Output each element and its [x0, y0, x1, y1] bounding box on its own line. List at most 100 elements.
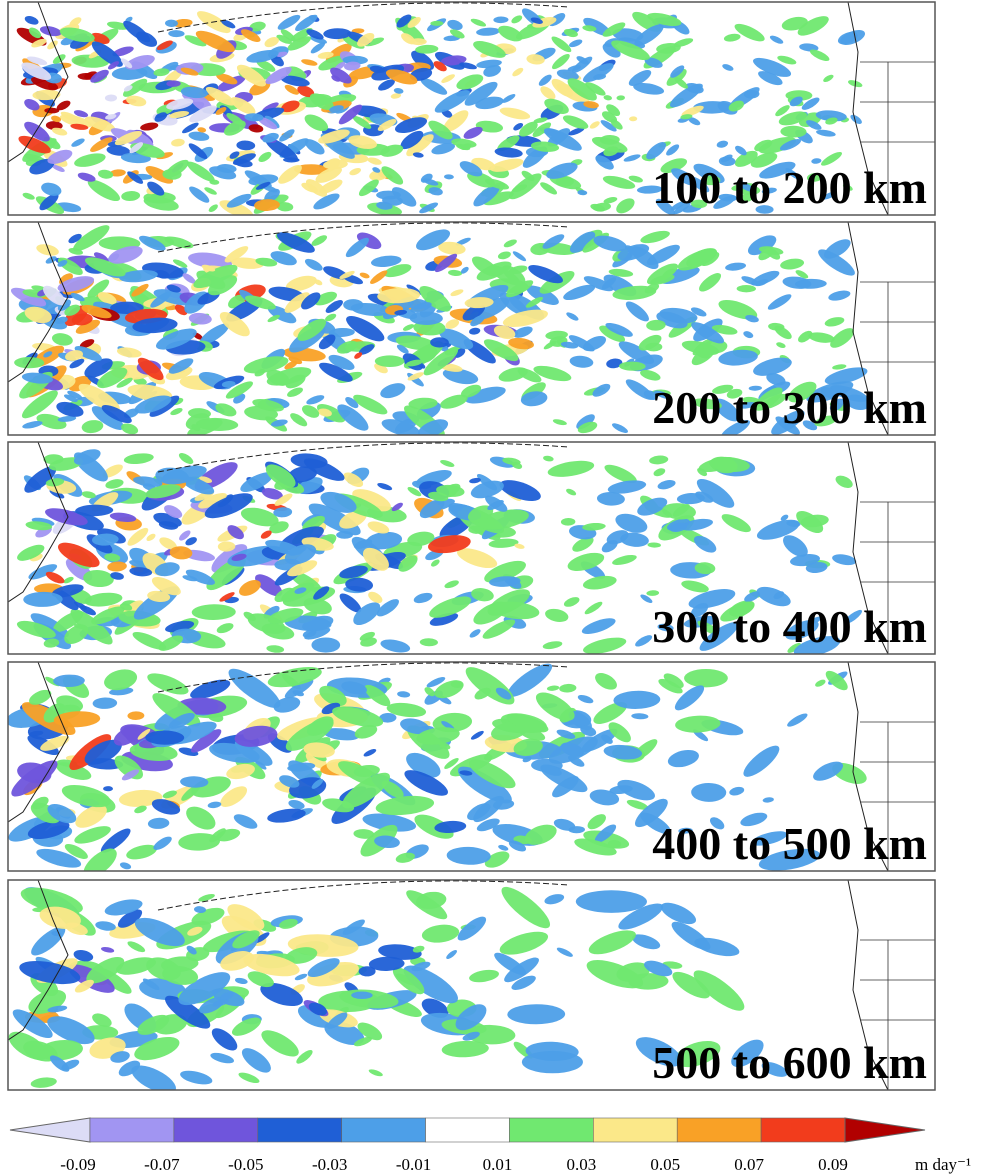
field-blob — [24, 121, 50, 142]
field-blob — [444, 174, 454, 180]
field-blob — [499, 107, 531, 120]
field-blob — [469, 969, 500, 983]
field-blob — [207, 711, 224, 722]
field-blob — [39, 26, 62, 37]
field-blob — [339, 510, 367, 529]
field-blob — [731, 1039, 764, 1068]
field-blob — [494, 147, 523, 158]
field-blob — [304, 114, 329, 132]
field-blob — [51, 164, 65, 173]
field-blob — [257, 116, 278, 130]
field-blob — [225, 381, 253, 399]
field-blob — [226, 113, 244, 126]
field-blob — [339, 593, 362, 613]
field-blob — [63, 394, 78, 402]
field-blob — [297, 318, 327, 341]
field-blob — [617, 779, 655, 801]
field-blob — [401, 33, 416, 45]
field-blob — [633, 82, 665, 95]
field-blob — [811, 158, 822, 164]
field-blob — [445, 319, 460, 329]
field-blob — [73, 449, 101, 465]
field-blob — [376, 201, 393, 210]
field-blob — [90, 137, 113, 152]
field-blob — [718, 193, 738, 202]
field-blob — [147, 817, 170, 829]
field-blob — [465, 386, 506, 404]
field-blob — [24, 306, 52, 324]
field-blob — [716, 140, 729, 148]
field-blob — [318, 55, 346, 71]
field-blob — [84, 739, 122, 765]
field-blob — [469, 629, 481, 638]
field-blob — [696, 478, 735, 508]
field-blob — [129, 142, 144, 154]
field-blob — [190, 729, 222, 753]
field-blob — [39, 193, 59, 211]
field-blob — [121, 769, 140, 781]
field-blob — [380, 144, 404, 157]
field-blob — [60, 111, 80, 122]
field-blob — [345, 237, 369, 258]
field-blob — [53, 610, 84, 633]
field-blob — [476, 59, 502, 69]
field-blob — [204, 187, 217, 195]
field-blob — [381, 166, 404, 185]
field-blob — [188, 131, 210, 141]
field-blob — [691, 322, 725, 344]
field-blob — [660, 158, 688, 173]
field-blob — [546, 685, 560, 691]
field-blob — [23, 1040, 58, 1062]
field-blob — [255, 181, 271, 190]
field-blob — [544, 894, 565, 905]
field-blob — [498, 844, 509, 851]
field-blob — [417, 419, 449, 435]
field-blob — [821, 151, 843, 166]
field-blob — [551, 36, 572, 53]
field-blob — [81, 491, 96, 499]
field-blob — [729, 786, 745, 796]
field-blob — [106, 145, 131, 156]
field-blob — [402, 324, 415, 331]
field-blob — [825, 670, 848, 691]
field-blob — [391, 502, 403, 512]
field-blob — [155, 328, 197, 350]
field-blob — [776, 342, 786, 348]
field-blob — [231, 257, 264, 269]
field-blob — [364, 37, 384, 47]
field-blob — [319, 179, 343, 194]
field-blob — [626, 799, 649, 810]
field-blob — [694, 562, 716, 575]
field-blob — [254, 932, 270, 944]
field-blob — [86, 957, 125, 984]
field-blob — [577, 695, 594, 704]
field-blob — [533, 117, 548, 124]
field-blob — [262, 132, 279, 143]
field-blob — [153, 836, 172, 850]
field-blob — [455, 1004, 487, 1031]
field-blob — [68, 233, 82, 244]
field-blob — [815, 110, 847, 122]
field-blob — [530, 141, 560, 152]
field-blob — [43, 351, 53, 358]
field-blob — [276, 232, 315, 253]
field-blob — [711, 324, 738, 335]
field-blob — [400, 130, 424, 150]
field-blob — [535, 692, 575, 721]
colorbar-segment — [593, 1117, 678, 1143]
field-blob — [386, 702, 427, 718]
field-blob — [336, 531, 353, 539]
field-blob — [412, 152, 424, 158]
field-blob — [161, 465, 207, 485]
field-blob — [533, 365, 572, 382]
field-blob — [476, 818, 500, 832]
field-blob — [734, 150, 758, 167]
field-blob — [484, 560, 526, 583]
field-blob — [406, 134, 434, 157]
field-blob — [647, 12, 682, 27]
field-blob — [430, 20, 444, 26]
field-blob — [691, 199, 708, 209]
field-blob — [546, 162, 578, 179]
field-blob — [625, 301, 649, 322]
field-blob — [718, 349, 758, 366]
